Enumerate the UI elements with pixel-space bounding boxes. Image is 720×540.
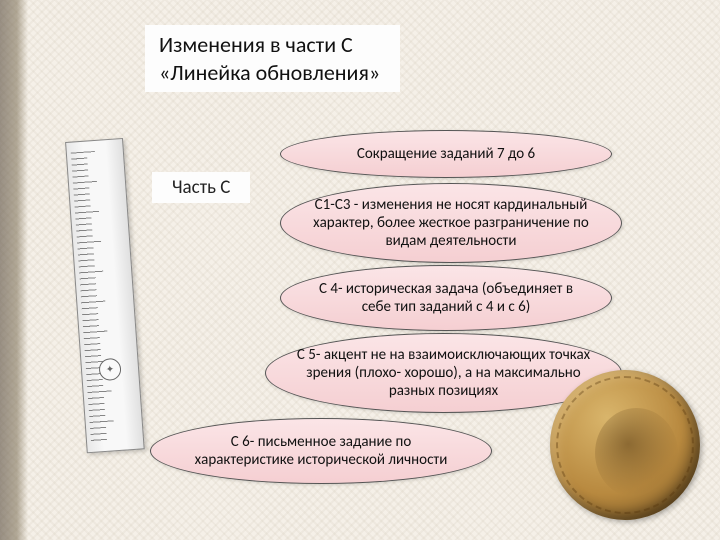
- bubble-text: С 5- акцент не на взаимоисключающих точк…: [296, 346, 591, 400]
- title-line-1: Изменения в части С: [159, 31, 380, 59]
- bubble-text: С 4- историческая задача (объединяет в с…: [311, 280, 581, 316]
- slide-canvas: Изменения в части С «Линейка обновления»…: [0, 0, 720, 540]
- bubble-c6: С 6- письменное задание по характеристик…: [150, 418, 492, 484]
- title-block: Изменения в части С «Линейка обновления»: [145, 25, 400, 92]
- bubble-text: Сокращение заданий 7 до 6: [357, 145, 535, 163]
- coin-illustration: [550, 370, 700, 520]
- ruler-illustration: ✦: [65, 138, 145, 453]
- bubble-c4: С 4- историческая задача (объединяет в с…: [280, 265, 612, 331]
- ruler-scale: [71, 149, 139, 442]
- bubble-text: С 6- письменное задание по характеристик…: [181, 433, 461, 469]
- bubble-reduction: Сокращение заданий 7 до 6: [280, 130, 612, 178]
- title-line-2: «Линейка обновления»: [159, 59, 380, 87]
- bubble-text: С1-С3 - изменения не носят кардинальный …: [311, 196, 591, 250]
- section-label: Часть С: [152, 172, 250, 203]
- binding-edge: [0, 0, 28, 540]
- bubble-c1-c3: С1-С3 - изменения не носят кардинальный …: [280, 183, 622, 263]
